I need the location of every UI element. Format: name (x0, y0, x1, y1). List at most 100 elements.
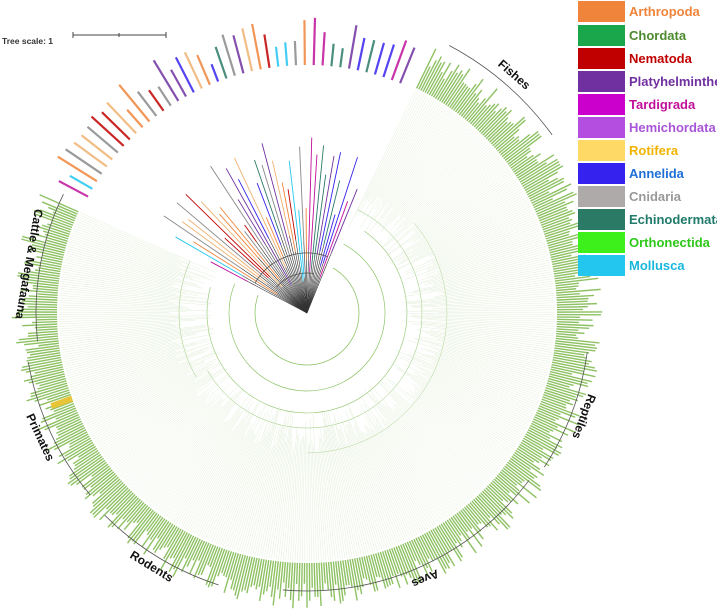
leaf-label-mark (546, 233, 570, 242)
leaf-label-mark (490, 482, 513, 503)
leaf-label-mark (255, 558, 263, 590)
leaf-label-mark (207, 545, 217, 566)
leaf-label-mark (553, 352, 587, 359)
leaf-label-mark (99, 476, 119, 494)
tree-leaf-branch (134, 398, 225, 492)
leaf-label-mark (351, 558, 359, 591)
tree-branch (281, 182, 296, 252)
tree-leaf-branch (360, 102, 439, 228)
tree-leaf-branch (354, 424, 405, 542)
leaf-label-mark (38, 342, 59, 347)
leaf-label-mark (365, 555, 376, 592)
tree-leaf-branch (59, 302, 189, 309)
tree-branch (244, 224, 257, 242)
leaf-label-mark (520, 441, 552, 462)
leaf-label-mark (515, 449, 535, 463)
leaf-label-mark (27, 352, 61, 359)
tree-leaf-branch (419, 243, 546, 281)
tree-leaf-branch (404, 146, 492, 226)
leaf-label-mark (554, 275, 576, 280)
tree-leaf-branch (398, 141, 487, 226)
tree-leaf-branch (419, 307, 555, 311)
tree-branch (309, 154, 318, 272)
tree-leaf-branch (271, 426, 291, 559)
tree-leaf-branch (89, 367, 209, 434)
leaf-label-mark (34, 224, 70, 238)
tree-leaf-branch (62, 269, 201, 295)
tree-leaf-branch (408, 390, 505, 464)
tree-leaf-branch (397, 368, 519, 444)
leaf-label-mark (99, 488, 131, 521)
tree-leaf-branch (290, 433, 300, 561)
tree-leaf-branch (294, 439, 302, 561)
tree-leaf-branch (410, 165, 507, 237)
leaf-label-mark (132, 505, 149, 524)
leaf-label-mark (234, 555, 246, 596)
leaf-label-mark (514, 451, 541, 471)
tree-leaf-branch (362, 97, 431, 217)
leaf-label-mark (46, 391, 71, 401)
tree-leaf-branch (381, 128, 473, 231)
leaf-label-mark (456, 512, 483, 547)
tree-leaf-branch (411, 175, 514, 244)
tree-leaf-branch (73, 230, 208, 278)
tree-leaf-branch (59, 300, 184, 307)
legend-label: Mollusca (629, 257, 685, 273)
tree-leaf-branch (59, 313, 173, 315)
leaf-label-mark (69, 174, 93, 190)
leaf-label-mark (126, 108, 144, 128)
leaf-label-mark (554, 347, 590, 354)
tree-leaf-branch (240, 422, 278, 553)
tree-leaf-branch (67, 248, 180, 279)
tree-leaf-branch (119, 401, 206, 476)
tree-leaf-branch (365, 424, 422, 534)
tree-branch (306, 250, 309, 314)
tree-leaf-branch (370, 99, 433, 205)
leaf-label-mark (18, 335, 59, 341)
tree-branch (261, 164, 290, 254)
leaf-label-mark (78, 445, 96, 458)
tree-leaf-branch (123, 404, 206, 480)
tree-leaf-branch (409, 264, 551, 293)
tree-branch (254, 267, 360, 366)
tree-branch (181, 221, 268, 284)
tree-leaf-branch (59, 292, 211, 306)
tree-leaf-branch (425, 353, 542, 395)
tree-leaf-branch (74, 225, 191, 270)
leaf-label-mark (556, 325, 590, 329)
tree-leaf-branch (433, 360, 540, 401)
legend-label: Chordata (629, 27, 687, 43)
leaf-label-mark (542, 218, 573, 231)
leaf-label-mark (265, 560, 272, 592)
leaf-label-mark (549, 243, 583, 254)
tree-leaf-branch (110, 371, 231, 465)
leaf-label-mark (495, 476, 517, 496)
leaf-label-mark (232, 35, 245, 74)
leaf-label-mark (92, 480, 123, 508)
tree-leaf-branch (390, 131, 477, 224)
tree-leaf-branch (405, 139, 485, 218)
leaf-label-mark (545, 387, 576, 398)
tree-leaf-branch (414, 154, 498, 224)
leaf-label-mark (411, 539, 430, 579)
tree-leaf-branch (62, 271, 186, 293)
tree-leaf-branch (389, 394, 483, 489)
leaf-label-mark (40, 209, 75, 224)
tree-leaf-branch (86, 374, 188, 427)
leaf-label-mark (415, 48, 437, 89)
tree-scale-bar (72, 32, 167, 38)
legend-swatch (578, 116, 625, 138)
tree-leaf-branch (413, 266, 551, 294)
tree-leaf-branch (429, 210, 533, 258)
leaf-label-mark (555, 337, 600, 344)
tree-leaf-branch (395, 143, 489, 231)
tree-leaf-branch (431, 371, 532, 419)
leaf-label-mark (246, 557, 256, 594)
tree-leaf-branch (382, 418, 453, 515)
tree-leaf-branch (377, 382, 485, 487)
leaf-label-mark (514, 158, 538, 175)
tree-leaf-branch (432, 336, 551, 360)
tree-leaf-branch (412, 394, 504, 465)
tree-leaf-branch (63, 334, 196, 360)
leaf-label-mark (251, 23, 262, 70)
